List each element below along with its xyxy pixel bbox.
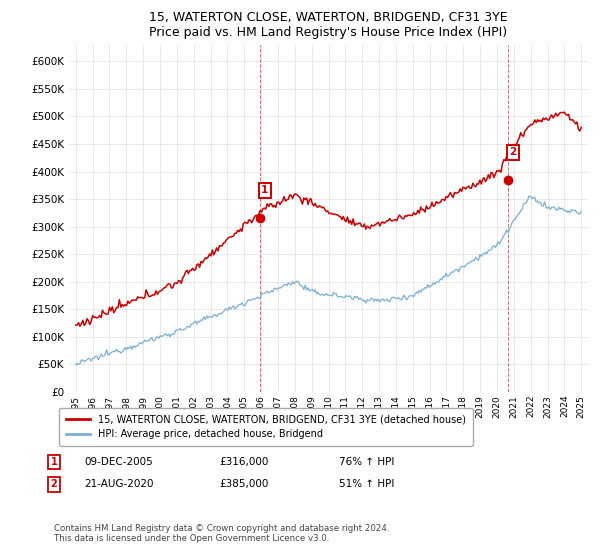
Text: £316,000: £316,000 xyxy=(219,457,268,467)
Text: 21-AUG-2020: 21-AUG-2020 xyxy=(84,479,154,489)
Text: 09-DEC-2005: 09-DEC-2005 xyxy=(84,457,153,467)
Text: 1: 1 xyxy=(261,185,268,195)
Legend: 15, WATERTON CLOSE, WATERTON, BRIDGEND, CF31 3YE (detached house), HPI: Average : 15, WATERTON CLOSE, WATERTON, BRIDGEND, … xyxy=(59,408,473,446)
Text: 51% ↑ HPI: 51% ↑ HPI xyxy=(339,479,394,489)
Text: Contains HM Land Registry data © Crown copyright and database right 2024.
This d: Contains HM Land Registry data © Crown c… xyxy=(54,524,389,543)
Text: 1: 1 xyxy=(50,457,58,467)
Text: £385,000: £385,000 xyxy=(219,479,268,489)
Text: 2: 2 xyxy=(509,147,517,157)
Title: 15, WATERTON CLOSE, WATERTON, BRIDGEND, CF31 3YE
Price paid vs. HM Land Registry: 15, WATERTON CLOSE, WATERTON, BRIDGEND, … xyxy=(149,11,508,39)
Text: 76% ↑ HPI: 76% ↑ HPI xyxy=(339,457,394,467)
Text: 2: 2 xyxy=(50,479,58,489)
